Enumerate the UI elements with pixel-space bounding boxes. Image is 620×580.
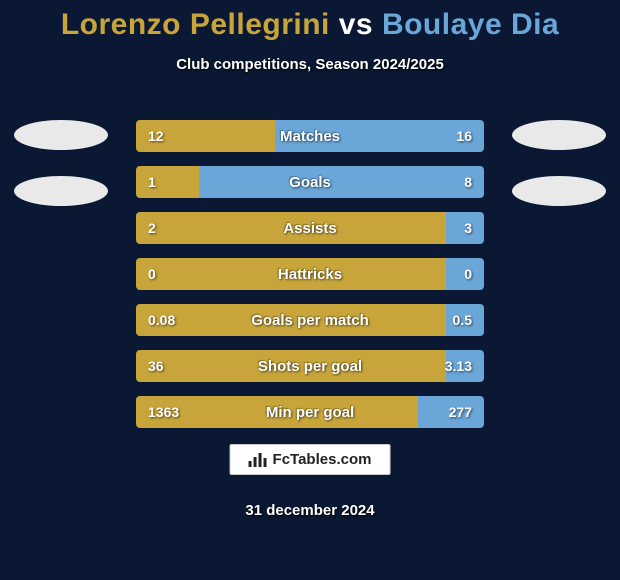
metric-row: 18Goals (136, 166, 484, 198)
left-badge-column (14, 120, 108, 206)
player2-name: Boulaye Dia (382, 8, 559, 41)
brand-text: FcTables.com (273, 451, 372, 468)
player1-name: Lorenzo Pellegrini (61, 8, 330, 41)
left-segment (136, 212, 446, 244)
metric-row: 1363277Min per goal (136, 396, 484, 428)
right-segment (446, 350, 484, 382)
right-badge-1 (512, 120, 606, 150)
left-segment (136, 258, 446, 290)
right-segment (275, 120, 484, 152)
left-badge-1 (14, 120, 108, 150)
metric-row: 23Assists (136, 212, 484, 244)
right-segment (446, 258, 484, 290)
comparison-rows: 1216Matches 18Goals 23Assists 00Hattricks 0.… (136, 120, 484, 428)
vs-text: vs (339, 8, 373, 41)
left-segment (136, 396, 418, 428)
date-text: 31 december 2024 (0, 502, 620, 519)
right-segment (446, 304, 484, 336)
metric-row: 1216Matches (136, 120, 484, 152)
left-segment (136, 166, 199, 198)
comparison-title: Lorenzo Pellegrini vs Boulaye Dia (0, 0, 620, 42)
right-segment (199, 166, 484, 198)
brand-box: FcTables.com (230, 444, 391, 475)
right-segment (418, 396, 484, 428)
left-badge-2 (14, 176, 108, 206)
brand-bars-icon (249, 453, 267, 467)
left-segment (136, 350, 446, 382)
left-segment (136, 120, 275, 152)
metric-row: 0.080.5Goals per match (136, 304, 484, 336)
right-segment (446, 212, 484, 244)
left-segment (136, 304, 446, 336)
right-badge-2 (512, 176, 606, 206)
metric-row: 00Hattricks (136, 258, 484, 290)
right-badge-column (512, 120, 606, 206)
metric-row: 363.13Shots per goal (136, 350, 484, 382)
subtitle: Club competitions, Season 2024/2025 (0, 56, 620, 73)
